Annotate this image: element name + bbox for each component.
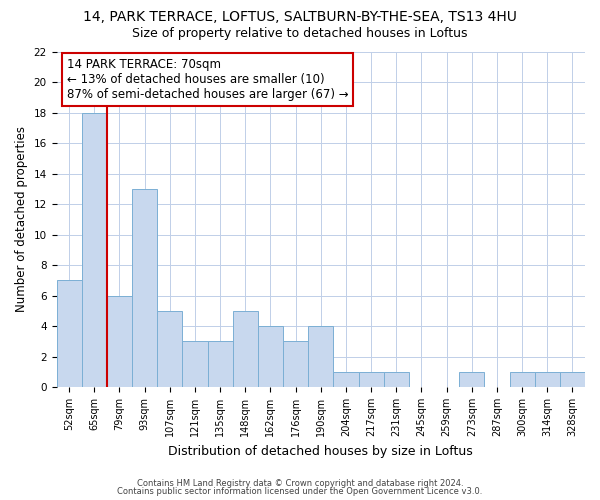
Bar bbox=[182, 342, 208, 387]
Bar bbox=[308, 326, 334, 387]
Text: 14 PARK TERRACE: 70sqm
← 13% of detached houses are smaller (10)
87% of semi-det: 14 PARK TERRACE: 70sqm ← 13% of detached… bbox=[67, 58, 349, 101]
Bar bbox=[383, 372, 409, 387]
Bar bbox=[107, 296, 132, 387]
Text: Contains HM Land Registry data © Crown copyright and database right 2024.: Contains HM Land Registry data © Crown c… bbox=[137, 478, 463, 488]
Bar bbox=[359, 372, 383, 387]
Bar bbox=[233, 311, 258, 387]
Bar bbox=[459, 372, 484, 387]
Bar bbox=[132, 189, 157, 387]
Bar bbox=[283, 342, 308, 387]
X-axis label: Distribution of detached houses by size in Loftus: Distribution of detached houses by size … bbox=[169, 444, 473, 458]
Text: Size of property relative to detached houses in Loftus: Size of property relative to detached ho… bbox=[132, 28, 468, 40]
Text: Contains public sector information licensed under the Open Government Licence v3: Contains public sector information licen… bbox=[118, 487, 482, 496]
Bar bbox=[56, 280, 82, 387]
Bar bbox=[560, 372, 585, 387]
Bar bbox=[535, 372, 560, 387]
Bar bbox=[208, 342, 233, 387]
Bar bbox=[258, 326, 283, 387]
Bar bbox=[334, 372, 359, 387]
Bar bbox=[157, 311, 182, 387]
Y-axis label: Number of detached properties: Number of detached properties bbox=[15, 126, 28, 312]
Bar bbox=[509, 372, 535, 387]
Text: 14, PARK TERRACE, LOFTUS, SALTBURN-BY-THE-SEA, TS13 4HU: 14, PARK TERRACE, LOFTUS, SALTBURN-BY-TH… bbox=[83, 10, 517, 24]
Bar bbox=[82, 112, 107, 387]
